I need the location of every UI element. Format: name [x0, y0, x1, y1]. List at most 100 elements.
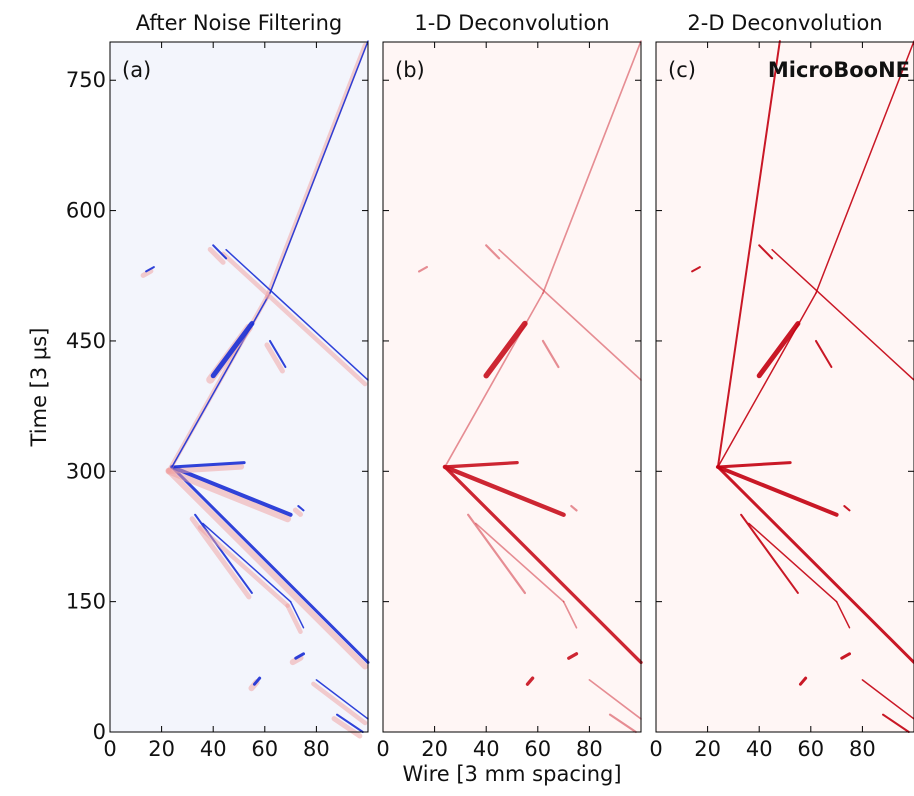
- track-shadow: [285, 603, 303, 634]
- track: [541, 339, 560, 369]
- track: [525, 676, 535, 686]
- track: [442, 464, 566, 517]
- panel-title: 1-D Deconvolution: [414, 11, 609, 35]
- track-shadow: [289, 654, 304, 666]
- track: [210, 321, 255, 379]
- x-tick-label: 0: [649, 737, 662, 761]
- track: [542, 40, 642, 294]
- track: [716, 465, 914, 664]
- track: [814, 339, 833, 369]
- track: [756, 321, 801, 379]
- track-shadow: [220, 251, 368, 387]
- panel-annotation: (b): [395, 58, 425, 82]
- track-shadow: [292, 507, 303, 517]
- panel-title: 2-D Deconvolution: [687, 11, 882, 35]
- track: [815, 40, 914, 294]
- track: [268, 339, 287, 369]
- track: [691, 266, 701, 273]
- x-tick-label: 80: [849, 737, 876, 761]
- track-shadow: [165, 463, 245, 474]
- x-tick-label: 80: [576, 737, 603, 761]
- track: [169, 464, 293, 517]
- track-shadow: [311, 681, 368, 726]
- y-tick-label: 600: [66, 199, 106, 223]
- track-shadow: [197, 525, 290, 608]
- x-tick-label: 60: [524, 737, 551, 761]
- track: [798, 676, 808, 686]
- x-tick-label: 40: [746, 737, 773, 761]
- x-tick-label: 40: [200, 737, 227, 761]
- track: [498, 248, 642, 381]
- x-tick-label: 80: [303, 737, 330, 761]
- panel-background: [383, 42, 641, 732]
- track: [840, 652, 851, 660]
- track: [418, 265, 428, 273]
- x-axis-label: Wire [3 mm spacing]: [402, 762, 621, 786]
- track: [567, 652, 579, 660]
- track-shadow: [264, 342, 285, 374]
- track-shadow: [207, 246, 226, 265]
- track: [483, 320, 528, 379]
- track: [336, 713, 364, 733]
- panel-frame: [109, 41, 369, 733]
- track: [882, 713, 910, 733]
- track: [252, 676, 262, 686]
- track: [225, 248, 369, 381]
- track: [443, 460, 519, 469]
- panel-frame: [655, 41, 914, 733]
- track: [716, 40, 781, 468]
- track: [861, 679, 914, 720]
- track: [194, 513, 253, 594]
- x-tick-label: 40: [473, 737, 500, 761]
- track: [771, 248, 914, 381]
- panel-frame: [382, 41, 642, 733]
- track: [294, 652, 305, 660]
- track: [562, 600, 578, 629]
- y-axis-label: Time [3 μs]: [27, 328, 51, 448]
- y-tick-label: 750: [66, 68, 106, 92]
- track-shadow: [140, 268, 154, 278]
- track: [467, 513, 527, 595]
- panel-annotation: (a): [122, 58, 151, 82]
- track: [269, 40, 369, 294]
- y-tick-label: 300: [66, 459, 106, 483]
- x-tick-label: 60: [797, 737, 824, 761]
- x-tick-label: 20: [421, 737, 448, 761]
- track: [716, 461, 792, 469]
- track: [608, 713, 637, 734]
- track: [297, 505, 305, 512]
- track: [475, 522, 565, 603]
- track: [748, 522, 838, 603]
- track: [145, 266, 155, 273]
- track: [212, 244, 228, 260]
- track: [443, 465, 643, 665]
- track: [740, 513, 799, 594]
- track-shadow: [165, 467, 368, 670]
- x-tick-label: 0: [376, 737, 389, 761]
- track: [202, 522, 292, 603]
- panel-annotation: (c): [668, 58, 696, 82]
- track-shadow: [264, 42, 368, 300]
- y-tick-label: 450: [66, 329, 106, 353]
- track: [715, 464, 839, 517]
- x-tick-label: 20: [148, 737, 175, 761]
- x-tick-label: 0: [103, 737, 116, 761]
- track: [170, 461, 246, 469]
- panel: 2-D Deconvolution (c) MicroBooNE 0 20 40 60 80: [649, 11, 914, 761]
- track: [758, 244, 774, 260]
- track: [289, 600, 305, 629]
- x-tick-label: 60: [251, 737, 278, 761]
- panel: After Noise Filtering (a) 0 20 40 60 80 0 150 300…: [27, 11, 370, 761]
- panel-background: [110, 42, 368, 732]
- track-shadow: [165, 467, 292, 523]
- panel-background: [656, 42, 914, 732]
- track: [843, 505, 851, 512]
- x-tick-label: 20: [694, 737, 721, 761]
- track: [315, 679, 369, 720]
- track: [170, 465, 370, 664]
- y-tick-label: 150: [66, 590, 106, 614]
- track-shadow: [331, 716, 363, 739]
- track: [485, 244, 501, 260]
